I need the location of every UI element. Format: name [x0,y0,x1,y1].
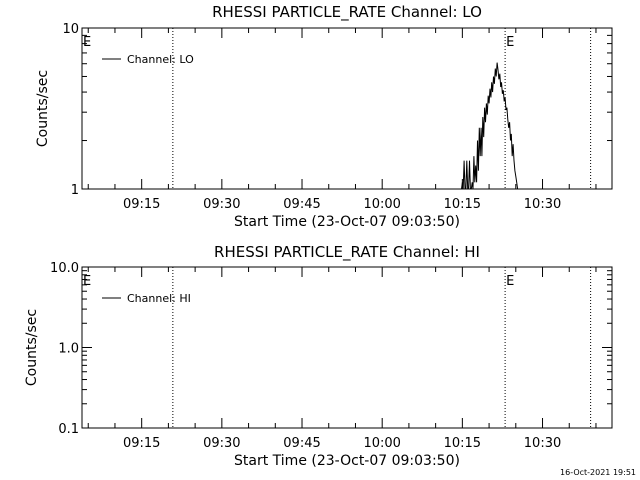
legend-entry: Channel: LO [127,53,194,66]
event-marker-label: E [83,35,91,50]
x-axis-label: Start Time (23-Oct-07 09:03:50) [234,214,460,230]
plot-frame [81,27,613,190]
x-tick-label: 09:30 [203,436,240,451]
x-tick-label: 09:15 [123,436,160,451]
y-tick-label: 10.0 [50,261,79,276]
series-line-1 [461,62,519,190]
x-tick-label: 10:30 [524,197,561,212]
footer-timestamp: 16-Oct-2021 19:51 [560,468,636,477]
x-tick-label: 10:15 [444,197,481,212]
chart-title: RHESSI PARTICLE_RATE Channel: LO [212,3,482,22]
y-tick-label: 1.0 [58,342,79,357]
x-tick-label: 10:00 [363,197,400,212]
x-tick-label: 09:45 [283,436,320,451]
y-axis-label: Counts/sec [35,70,51,147]
x-tick-label: 10:00 [363,436,400,451]
chart-title: RHESSI PARTICLE_RATE Channel: HI [214,243,480,262]
event-marker-label: E [506,35,514,50]
x-axis-label: Start Time (23-Oct-07 09:03:50) [234,453,460,469]
x-tick-label: 09:45 [283,197,320,212]
y-axis-label: Counts/sec [24,309,40,386]
event-marker-label: E [506,274,514,289]
chart-panel-1: RHESSI PARTICLE_RATE Channel: LO Start Ti… [35,3,613,230]
x-tick-label: 10:30 [524,436,561,451]
event-marker-label: E [83,274,91,289]
y-tick-label: 10 [62,22,79,37]
chart-panel-2: RHESSI PARTICLE_RATE Channel: HI Start Ti… [24,243,613,469]
x-tick-label: 09:30 [203,197,240,212]
legend-entry: Channel: HI [127,292,191,305]
y-tick-label: 0.1 [58,422,79,437]
y-tick-label: 1 [71,183,79,198]
x-tick-label: 10:15 [444,436,481,451]
x-tick-label: 09:15 [123,197,160,212]
